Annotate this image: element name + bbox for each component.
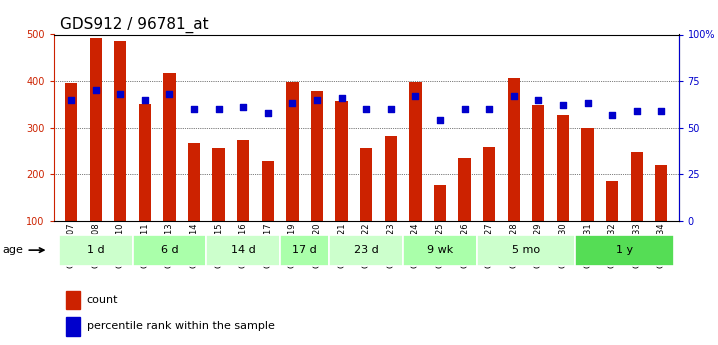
Bar — [575, 235, 673, 266]
Text: 17 d: 17 d — [292, 245, 317, 255]
Bar — [114, 41, 126, 221]
Bar — [458, 158, 471, 221]
Bar — [139, 104, 151, 221]
Bar — [67, 317, 80, 336]
Point — [385, 106, 396, 112]
Point — [65, 97, 77, 102]
Point — [188, 106, 200, 112]
Point — [631, 108, 643, 114]
Point — [114, 91, 126, 97]
Text: count: count — [87, 295, 118, 305]
Bar — [133, 235, 206, 266]
Point — [582, 101, 593, 106]
Bar — [237, 140, 249, 221]
Point — [238, 105, 249, 110]
Point — [262, 110, 274, 116]
Bar — [556, 115, 569, 221]
Bar — [532, 105, 544, 221]
Point — [434, 117, 446, 123]
Point — [533, 97, 544, 102]
Bar — [385, 136, 397, 221]
Bar — [280, 235, 330, 266]
Point — [90, 88, 101, 93]
Bar — [163, 73, 176, 221]
Bar — [508, 78, 520, 221]
Bar — [330, 235, 403, 266]
Text: GDS912 / 96781_at: GDS912 / 96781_at — [60, 17, 209, 33]
Bar — [67, 290, 80, 309]
Point — [557, 102, 569, 108]
Text: percentile rank within the sample: percentile rank within the sample — [87, 321, 274, 331]
Text: 9 wk: 9 wk — [426, 245, 453, 255]
Point — [164, 91, 175, 97]
Bar — [477, 235, 575, 266]
Text: 5 mo: 5 mo — [512, 245, 540, 255]
Bar — [434, 185, 446, 221]
Bar — [630, 152, 643, 221]
Bar — [286, 82, 299, 221]
Point — [360, 106, 372, 112]
Bar — [403, 235, 477, 266]
Bar — [335, 101, 348, 221]
Point — [483, 106, 495, 112]
Bar — [90, 38, 102, 221]
Bar — [582, 128, 594, 221]
Bar — [655, 165, 668, 221]
Text: 6 d: 6 d — [161, 245, 178, 255]
Text: 1 d: 1 d — [87, 245, 105, 255]
Bar — [483, 147, 495, 221]
Bar — [188, 142, 200, 221]
Point — [656, 108, 667, 114]
Bar — [213, 148, 225, 221]
Bar — [206, 235, 280, 266]
Bar — [311, 91, 323, 221]
Point — [336, 95, 348, 101]
Text: 1 y: 1 y — [616, 245, 633, 255]
Point — [410, 93, 421, 99]
Point — [139, 97, 151, 102]
Point — [508, 93, 520, 99]
Bar — [606, 181, 618, 221]
Text: age: age — [3, 245, 44, 255]
Bar — [261, 161, 274, 221]
Point — [213, 106, 224, 112]
Point — [607, 112, 618, 117]
Bar — [360, 148, 373, 221]
Bar — [59, 235, 133, 266]
Bar — [409, 82, 421, 221]
Point — [459, 106, 470, 112]
Bar — [65, 83, 78, 221]
Point — [286, 101, 298, 106]
Point — [311, 97, 322, 102]
Text: 23 d: 23 d — [354, 245, 378, 255]
Text: 14 d: 14 d — [231, 245, 256, 255]
